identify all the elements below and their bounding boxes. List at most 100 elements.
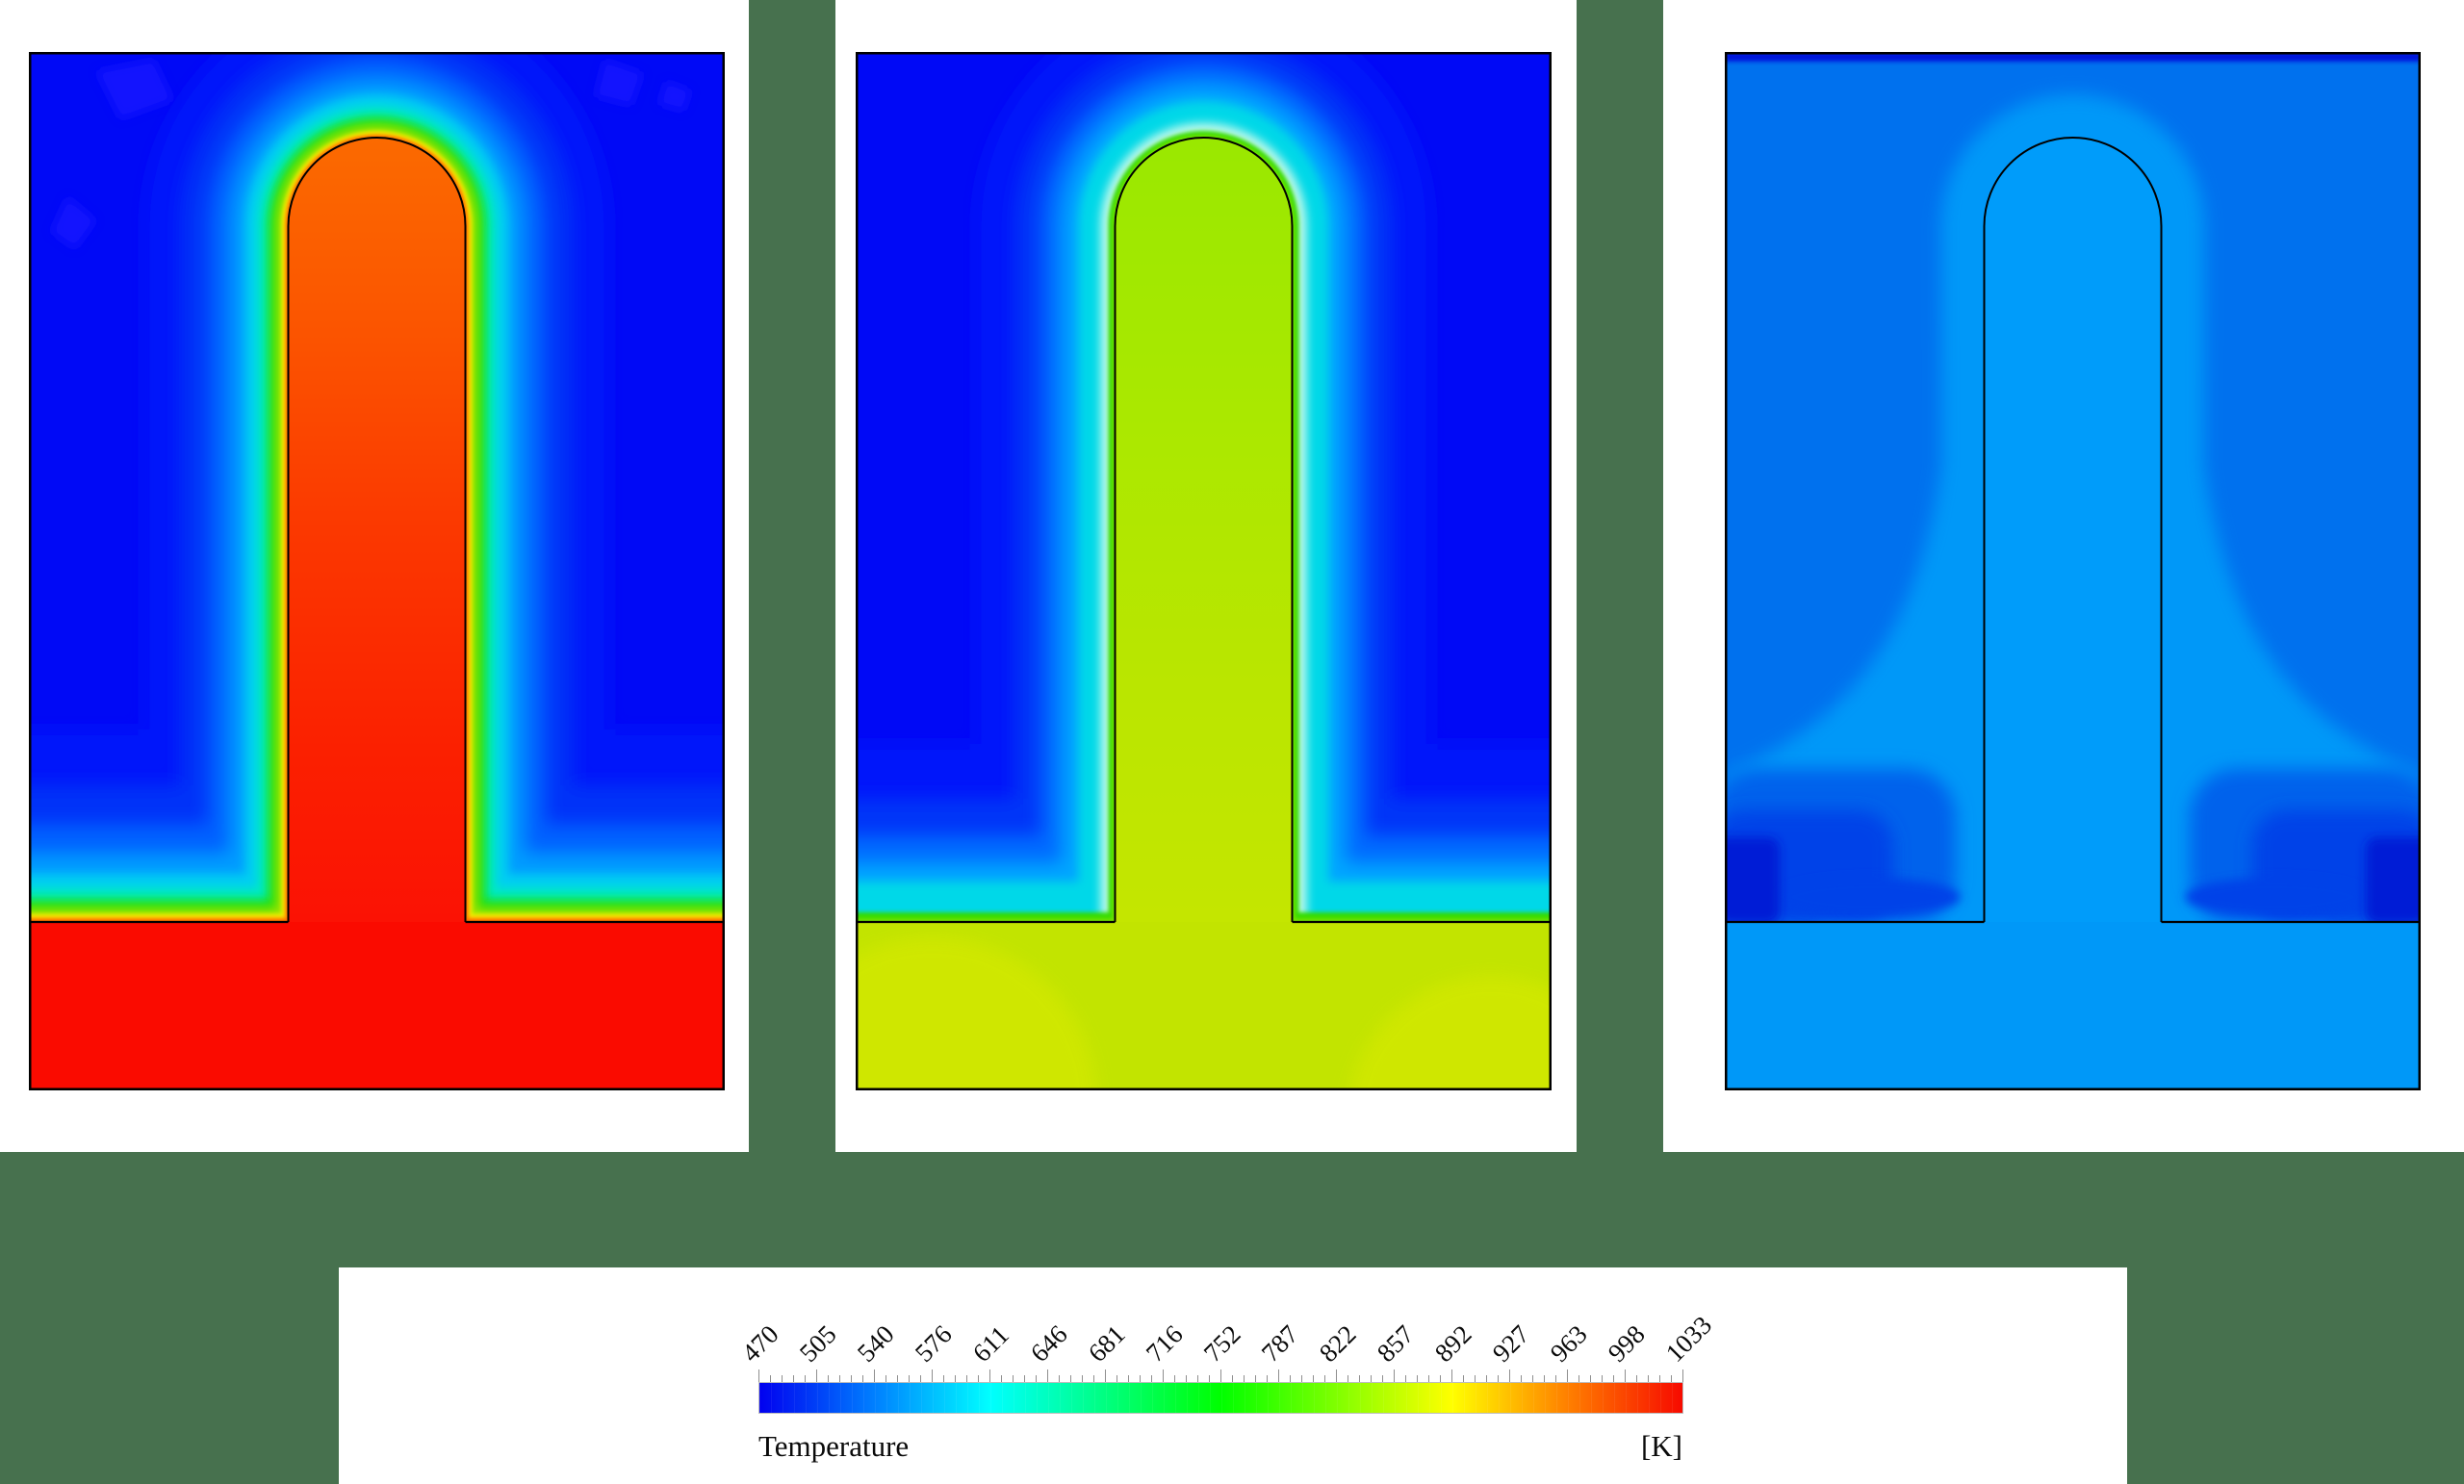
colorbar-minor-tick <box>839 1375 840 1382</box>
colorbar-minor-tick <box>1521 1375 1522 1382</box>
colorbar-minor-tick <box>1267 1375 1268 1382</box>
colorbar-minor-tick <box>1648 1375 1649 1382</box>
colorbar-units-label: [K] <box>1640 1429 1682 1463</box>
colorbar-major-tick <box>1105 1369 1106 1382</box>
colorbar-tick-label: 927 <box>1486 1319 1535 1368</box>
colorbar-minor-tick <box>1313 1375 1314 1382</box>
colorbar-major-tick <box>1047 1369 1048 1382</box>
colorbar-major-tick <box>816 1369 817 1382</box>
colorbar-minor-tick <box>1405 1375 1406 1382</box>
colorbar-minor-tick <box>1659 1375 1660 1382</box>
colorbar-tick-label: 646 <box>1024 1319 1073 1368</box>
colorbar-minor-tick <box>1174 1375 1175 1382</box>
colorbar-minor-tick <box>1555 1375 1556 1382</box>
colorbar-minor-tick <box>1070 1375 1071 1382</box>
colorbar-major-tick <box>932 1369 933 1382</box>
colorbar-minor-tick <box>851 1375 852 1382</box>
colorbar-minor-tick <box>1255 1375 1256 1382</box>
colorbar-tick-label: 540 <box>851 1319 900 1368</box>
colorbar-minor-tick <box>1244 1375 1245 1382</box>
contour-plot-left <box>29 52 725 1090</box>
colorbar-tick-label: 787 <box>1255 1319 1304 1368</box>
colorbar-card: 470 505 540 576 611 646 681 716 752 787 822 857 892 9… <box>339 1267 2127 1484</box>
colorbar-major-tick <box>874 1369 875 1382</box>
colorbar-tick-label: 998 <box>1602 1319 1651 1368</box>
colorbar-minor-tick <box>943 1375 944 1382</box>
colorbar-tick-label: 752 <box>1197 1319 1246 1368</box>
colorbar-minor-tick <box>828 1375 829 1382</box>
colorbar-major-tick <box>1163 1369 1164 1382</box>
colorbar-tick-label: 576 <box>909 1319 958 1368</box>
colorbar-minor-tick <box>1532 1375 1533 1382</box>
colorbar-minor-tick <box>1001 1375 1002 1382</box>
colorbar-minor-tick <box>1590 1375 1591 1382</box>
colorbar-minor-tick <box>966 1375 967 1382</box>
colorbar-minor-tick <box>862 1375 863 1382</box>
colorbar-tick-label: 963 <box>1544 1319 1593 1368</box>
colorbar-minor-tick <box>1059 1375 1060 1382</box>
panel-card-right <box>1663 0 2464 1152</box>
colorbar-major-tick <box>1682 1369 1683 1382</box>
colorbar-minor-tick <box>1301 1375 1302 1382</box>
colorbar-tick-label: 470 <box>735 1319 784 1368</box>
contour-field-svg <box>856 52 1552 1090</box>
panel-card-middle <box>835 0 1577 1152</box>
colorbar-minor-tick <box>1417 1375 1418 1382</box>
colorbar-minor-tick <box>1475 1375 1476 1382</box>
colorbar-minor-tick <box>793 1375 794 1382</box>
colorbar-tick-label: 857 <box>1371 1319 1420 1368</box>
colorbar-title: Temperature <box>758 1429 910 1463</box>
colorbar-major-tick <box>1567 1369 1568 1382</box>
colorbar-minor-tick <box>1036 1375 1037 1382</box>
colorbar-tick-label: 1033 <box>1659 1310 1718 1368</box>
colorbar-major-tick <box>989 1369 990 1382</box>
colorbar-minor-tick <box>1613 1375 1614 1382</box>
colorbar-tick-label: 822 <box>1313 1319 1362 1368</box>
colorbar-major-tick <box>1336 1369 1337 1382</box>
colorbar-minor-tick <box>1290 1375 1291 1382</box>
colorbar-minor-tick <box>805 1375 806 1382</box>
colorbar-minor-tick <box>978 1375 979 1382</box>
colorbar-minor-tick <box>1140 1375 1141 1382</box>
colorbar-minor-tick <box>1324 1375 1325 1382</box>
colorbar-tick-label: 505 <box>793 1319 842 1368</box>
colorbar-major-tick <box>1625 1369 1626 1382</box>
colorbar-minor-tick <box>1636 1375 1637 1382</box>
colorbar-minor-tick <box>909 1375 910 1382</box>
colorbar-tick-label: 611 <box>966 1319 1014 1368</box>
colorbar-minor-tick <box>1093 1375 1094 1382</box>
colorbar-minor-tick <box>1013 1375 1014 1382</box>
colorbar-minor-tick <box>1082 1375 1083 1382</box>
colorbar-minor-tick <box>1359 1375 1360 1382</box>
colorbar-minor-tick <box>770 1375 771 1382</box>
colorbar-major-tick <box>1220 1369 1221 1382</box>
colorbar-minor-tick <box>1209 1375 1210 1382</box>
colorbar-major-tick <box>1278 1369 1279 1382</box>
colorbar-minor-tick <box>920 1375 921 1382</box>
colorbar-minor-tick <box>1382 1375 1383 1382</box>
colorbar-tick-label: 892 <box>1428 1319 1477 1368</box>
colorbar-minor-tick <box>1544 1375 1545 1382</box>
colorbar-minor-tick <box>782 1375 783 1382</box>
colorbar-minor-tick <box>1116 1375 1117 1382</box>
colorbar-minor-tick <box>1197 1375 1198 1382</box>
panel-card-left <box>0 0 749 1152</box>
colorbar-major-tick <box>1394 1369 1395 1382</box>
contour-field-svg <box>1725 52 2421 1090</box>
colorbar-minor-tick <box>1024 1375 1025 1382</box>
colorbar-major-tick <box>1509 1369 1510 1382</box>
colorbar-major-tick <box>758 1369 759 1382</box>
colorbar-gradient-bar <box>758 1382 1683 1414</box>
contour-plot-middle <box>856 52 1552 1090</box>
colorbar-minor-tick <box>1498 1375 1499 1382</box>
colorbar-minor-tick <box>1151 1375 1152 1382</box>
colorbar-minor-tick <box>1371 1375 1372 1382</box>
colorbar-minor-tick <box>1232 1375 1233 1382</box>
colorbar-tick-label: 681 <box>1082 1319 1131 1368</box>
colorbar-minor-tick <box>955 1375 956 1382</box>
colorbar-minor-tick <box>1602 1375 1603 1382</box>
colorbar-minor-tick <box>1186 1375 1187 1382</box>
colorbar-minor-tick <box>1578 1375 1579 1382</box>
colorbar-major-tick <box>1451 1369 1452 1382</box>
